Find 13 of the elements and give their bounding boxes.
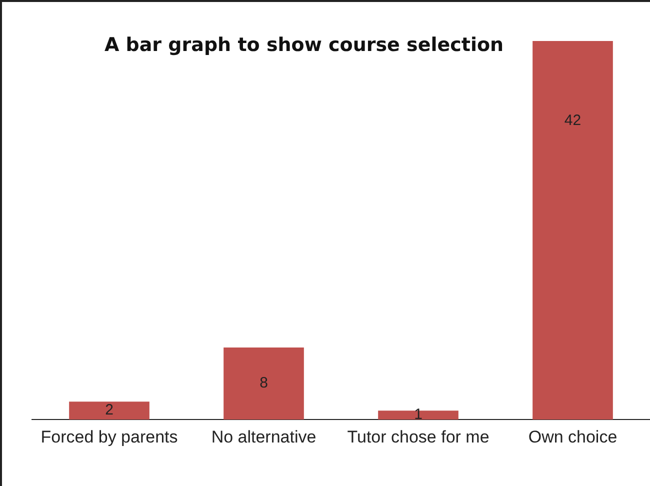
x-tick-label: No alternative <box>211 427 316 446</box>
bar <box>224 347 304 420</box>
data-label: 8 <box>260 374 268 392</box>
bar <box>378 410 458 420</box>
bar <box>532 41 613 420</box>
bar <box>69 402 150 420</box>
data-label: 1 <box>414 406 422 424</box>
chart-title: A bar graph to show course selection <box>103 34 505 56</box>
data-label: 42 <box>564 112 582 130</box>
data-label: 2 <box>105 402 114 419</box>
x-tick-label: Forced by parents <box>40 427 178 446</box>
x-tick-label: Tutor chose for me <box>347 427 490 446</box>
x-tick-label: Own choice <box>528 427 618 446</box>
